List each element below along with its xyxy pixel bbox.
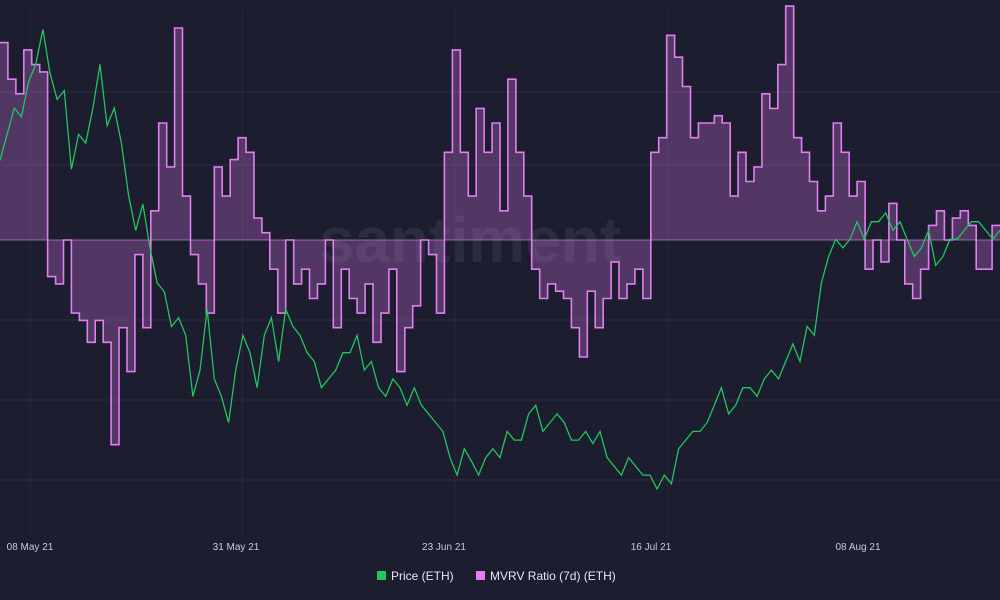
x-tick-label: 23 Jun 21 <box>422 542 466 553</box>
mvrv-line <box>0 5 1000 446</box>
x-tick-label: 08 May 21 <box>7 542 54 553</box>
mvrv-area <box>0 6 1000 445</box>
legend-label[interactable]: MVRV Ratio (7d) (ETH) <box>490 569 616 583</box>
x-tick-label: 31 May 21 <box>213 542 260 553</box>
legend: Price (ETH) MVRV Ratio (7d) (ETH) <box>377 569 616 583</box>
x-tick-label: 16 Jul 21 <box>631 542 672 553</box>
legend-label[interactable]: Price (ETH) <box>391 569 454 583</box>
price-line <box>0 29 1000 491</box>
legend-swatch <box>476 571 485 580</box>
legend-swatch <box>377 571 386 580</box>
x-axis-ticks: 08 May 21 31 May 21 23 Jun 21 16 Jul 21 08 A… <box>7 542 881 553</box>
x-tick-label: 08 Aug 21 <box>835 542 880 553</box>
